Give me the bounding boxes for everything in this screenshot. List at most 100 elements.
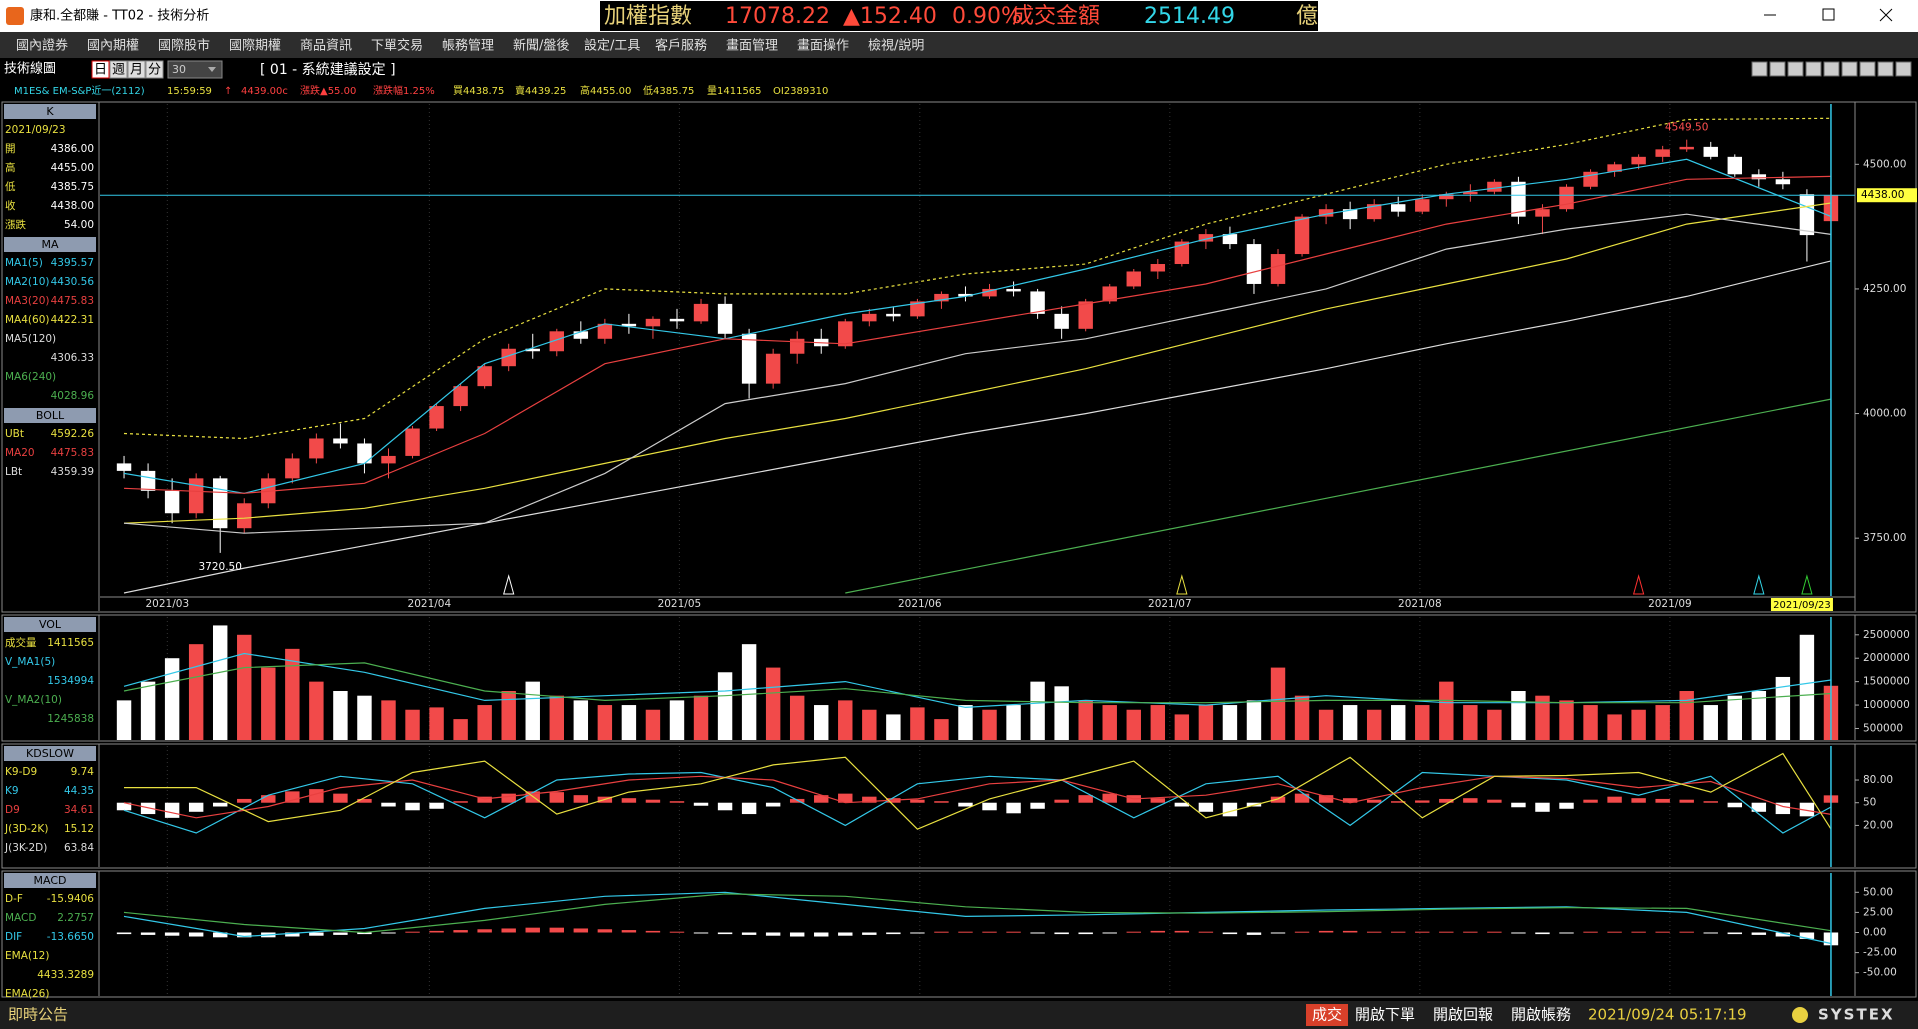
- menu-item[interactable]: 國內期權: [87, 39, 139, 54]
- menu-item[interactable]: 設定/工具: [584, 38, 640, 54]
- histogram-bar: [717, 802, 733, 811]
- menu-item[interactable]: 檢視/說明: [868, 38, 924, 54]
- volume-bar: [910, 707, 925, 740]
- histogram-bar: [1727, 932, 1743, 935]
- interval-select[interactable]: [167, 60, 223, 79]
- side-value: 4386.00: [51, 143, 94, 155]
- menu-item[interactable]: 下單交易: [371, 38, 423, 54]
- candle-body: [477, 366, 492, 387]
- volume-bar: [1415, 705, 1430, 740]
- volume-bar: [549, 695, 564, 740]
- ticker-strip: [600, 1, 1318, 31]
- side-label: MA2(10): [5, 276, 49, 288]
- close-button[interactable]: [1879, 8, 1893, 22]
- tool-icon[interactable]: [1841, 61, 1858, 77]
- panel-frame: [1, 870, 1917, 998]
- tool-icon[interactable]: [1859, 61, 1876, 77]
- histogram-bar: [212, 802, 228, 807]
- side-value: 4028.96: [51, 390, 95, 402]
- restore-button[interactable]: [1822, 8, 1835, 21]
- tool-icon[interactable]: [1787, 61, 1804, 77]
- tool-icon[interactable]: [1877, 61, 1894, 77]
- histogram-bar: [429, 802, 444, 809]
- charts: 3750.00 4000.00 4250.00 4500.00 K 2021/09/23 開…: [1, 101, 1917, 1000]
- volume-bar: [1198, 705, 1214, 740]
- period-button[interactable]: [127, 60, 146, 79]
- y-tick-label: -25.00: [1863, 947, 1897, 959]
- candle-body: [1150, 264, 1166, 272]
- histogram-bar: [621, 930, 637, 933]
- histogram-bar: [934, 931, 949, 933]
- tool-icon[interactable]: [1751, 61, 1768, 77]
- tool-icon[interactable]: [1805, 61, 1822, 77]
- histogram-bar: [237, 932, 252, 938]
- period-button[interactable]: [145, 60, 164, 79]
- histogram-bar: [188, 932, 204, 937]
- candle-body: [381, 455, 396, 464]
- y-tick-label: 4500.00: [1863, 158, 1906, 170]
- histogram-bar: [645, 799, 661, 803]
- menu-item[interactable]: 國際期權: [229, 39, 281, 54]
- period-button[interactable]: [109, 60, 128, 79]
- histogram-bar: [1030, 802, 1045, 809]
- volume-bar: [405, 709, 420, 740]
- notice[interactable]: 即時公告: [8, 1006, 68, 1024]
- histogram-bar: [982, 802, 997, 811]
- menu-item[interactable]: 國內證券: [16, 38, 68, 54]
- volume-bar: [717, 672, 733, 740]
- histogram-bar: [1583, 931, 1598, 933]
- volume-bar: [982, 709, 997, 740]
- volume-bar: [1391, 705, 1406, 740]
- y-tick-label: 50: [1863, 797, 1876, 809]
- ticker-unit: 億: [1296, 4, 1318, 29]
- candle-body: [862, 313, 877, 322]
- period-button[interactable]: [91, 60, 110, 79]
- candle-body: [549, 331, 564, 352]
- volume-bar: [862, 709, 877, 740]
- side-label: D9: [5, 804, 20, 816]
- histogram-bar: [910, 799, 925, 803]
- histogram-bar: [1439, 798, 1454, 803]
- histogram-bar: [1318, 930, 1334, 933]
- tool-icon[interactable]: [1895, 61, 1912, 77]
- status-button[interactable]: 開啟回報: [1433, 1006, 1493, 1024]
- menu-item[interactable]: 新聞/盤後: [513, 38, 569, 54]
- histogram-bar: [1751, 932, 1767, 935]
- histogram-bar: [285, 932, 300, 937]
- histogram-bar: [1511, 802, 1526, 808]
- candle-body: [309, 438, 324, 459]
- menu-item[interactable]: 畫面操作: [797, 38, 849, 54]
- volume-bar: [1102, 705, 1117, 740]
- histogram-bar: [1318, 795, 1334, 803]
- tool-icon[interactable]: [1823, 61, 1840, 77]
- histogram-bar: [1799, 802, 1815, 817]
- menu-item[interactable]: 畫面管理: [726, 39, 778, 54]
- volume-bar: [1150, 705, 1166, 740]
- histogram-bar: [477, 796, 492, 803]
- side-label: EMA(26): [5, 988, 49, 1000]
- side-heading-label: K: [46, 105, 54, 118]
- histogram-bar: [116, 932, 132, 935]
- panel-frame: [1, 614, 1917, 742]
- price-tag-label: 4438.00: [1861, 189, 1904, 201]
- volume-bar: [116, 700, 132, 740]
- menu-item[interactable]: 客戶服務: [655, 38, 707, 54]
- status-button[interactable]: 開啟下單: [1355, 1006, 1415, 1024]
- histogram-bar: [621, 798, 637, 803]
- signal-marker: [1176, 574, 1188, 595]
- histogram-bar: [453, 930, 468, 933]
- menu-item[interactable]: 國際股市: [158, 38, 210, 54]
- volume-bar: [1054, 686, 1069, 740]
- histogram-bar: [1198, 931, 1214, 933]
- side-value: 4306.33: [51, 352, 94, 364]
- candle-body: [188, 478, 204, 514]
- period-label: 分: [148, 63, 161, 78]
- menu-item[interactable]: 商品資訊: [300, 39, 352, 54]
- histogram-bar: [1607, 931, 1622, 933]
- volume-bar: [285, 648, 300, 740]
- status-button[interactable]: 開啟帳務: [1511, 1006, 1571, 1024]
- tool-icon[interactable]: [1769, 61, 1786, 77]
- volume-bar: [1246, 700, 1262, 740]
- menu-item[interactable]: 帳務管理: [442, 39, 494, 54]
